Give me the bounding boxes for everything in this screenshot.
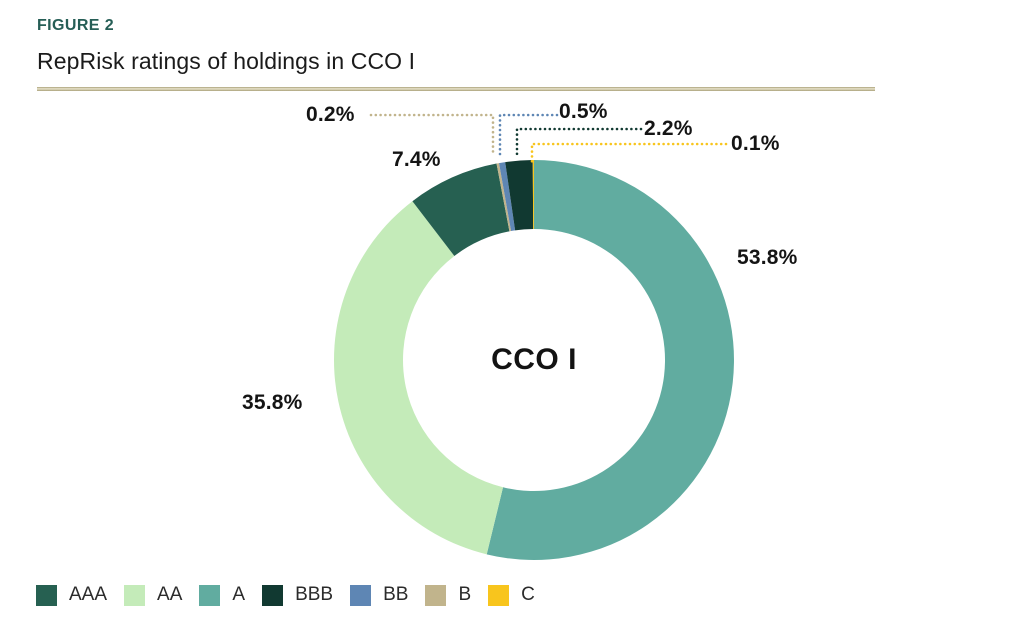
donut-center-label: CCO I — [491, 343, 577, 376]
legend-item-AA: AA — [124, 584, 182, 606]
leader-line-BB — [498, 113, 559, 159]
donut-segment-AA — [333, 201, 504, 555]
donut-segment-B — [496, 163, 512, 232]
leader-line-C — [530, 142, 728, 164]
legend-label-C: C — [521, 584, 535, 605]
legend-label-BBB: BBB — [295, 584, 334, 605]
donut-segment-AAA — [412, 163, 510, 256]
legend-swatch-A — [199, 584, 221, 606]
segment-value-label-C: 0.1% — [731, 132, 780, 155]
legend-swatch-AAA — [36, 584, 57, 606]
donut-segment-A — [486, 160, 734, 560]
legend-label-A: A — [232, 584, 246, 605]
segment-value-label-AA: 35.8% — [242, 391, 303, 414]
legend-item-BBB: BBB — [262, 584, 333, 606]
segment-value-label-BBB: 2.2% — [644, 117, 693, 140]
legend-label-AA: AA — [157, 584, 183, 605]
donut-segment-BBB — [505, 160, 534, 231]
legend-item-B: B — [425, 584, 471, 606]
legend-item-BB: BB — [350, 584, 408, 606]
legend-swatch-BBB — [262, 584, 284, 606]
segment-value-label-AAA: 7.4% — [392, 148, 441, 171]
chart-legend: AAA AA A BBB BB B C — [36, 584, 535, 606]
legend-label-BB: BB — [383, 584, 409, 605]
segment-value-label-A: 53.8% — [737, 246, 798, 269]
segment-value-label-BB: 0.5% — [559, 100, 608, 123]
leader-line-B — [369, 113, 495, 158]
legend-swatch-AA — [124, 584, 146, 606]
figure-title: RepRisk ratings of holdings in CCO I — [37, 48, 416, 74]
leader-line-BBB — [515, 127, 643, 160]
legend-swatch-B — [425, 584, 447, 606]
segment-value-label-B: 0.2% — [306, 103, 355, 126]
legend-label-B: B — [458, 584, 472, 605]
legend-swatch-C — [488, 584, 510, 606]
title-divider — [37, 87, 875, 91]
donut-segment-C — [532, 159, 534, 229]
donut-segments — [333, 159, 734, 560]
legend-item-C: C — [488, 584, 535, 606]
legend-swatch-BB — [350, 584, 372, 606]
legend-item-A: A — [199, 584, 245, 606]
donut-segment-BB — [499, 162, 516, 232]
legend-label-AAA: AAA — [69, 584, 108, 605]
figure-number: FIGURE 2 — [37, 17, 114, 34]
legend-item-AAA: AAA — [36, 584, 107, 606]
